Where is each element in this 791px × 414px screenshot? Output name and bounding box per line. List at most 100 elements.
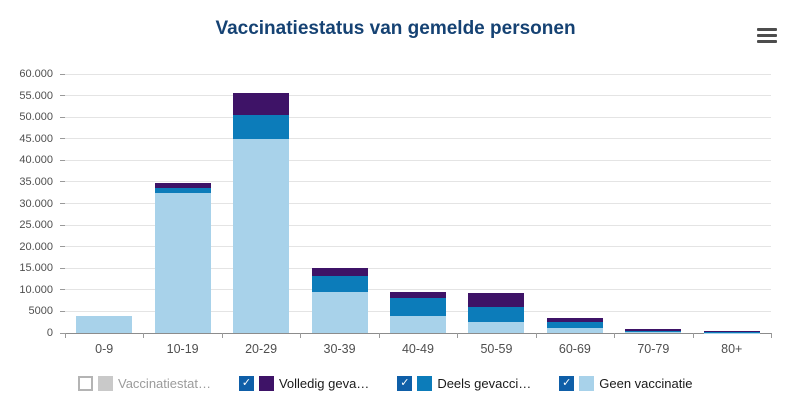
checked-checkbox-icon[interactable]: ✓ <box>238 376 254 391</box>
bar-segment-geen-vaccinatie[interactable] <box>154 192 211 333</box>
hamburger-menu-icon[interactable] <box>757 28 777 46</box>
bar-segment-deels-gevacci[interactable] <box>154 187 211 193</box>
x-axis-label: 20-29 <box>245 342 278 356</box>
y-tick <box>60 159 65 161</box>
bar-30-39 <box>311 268 368 333</box>
y-tick <box>60 267 65 269</box>
unchecked-checkbox-icon[interactable] <box>78 376 93 391</box>
x-tick <box>143 333 145 338</box>
y-tick <box>60 310 65 312</box>
bar-segment-geen-vaccinatie[interactable] <box>311 292 368 333</box>
y-tick <box>60 224 65 226</box>
bar-segment-deels-gevacci[interactable] <box>311 276 368 292</box>
legend-item-volledig-geva[interactable]: ✓ Volledig geva… <box>238 376 370 391</box>
menu-bar <box>757 40 777 43</box>
menu-bar <box>757 34 777 37</box>
bar-segment-volledig-geva[interactable] <box>625 328 682 332</box>
x-axis-label: 0-9 <box>95 342 114 356</box>
x-tick <box>692 333 694 338</box>
y-axis-label: 0 <box>46 327 53 339</box>
x-axis-label: 40-49 <box>401 342 434 356</box>
bar-segment-volledig-geva[interactable] <box>311 268 368 277</box>
bar-segment-geen-vaccinatie[interactable] <box>390 315 446 333</box>
y-axis-label: 35.000 <box>19 175 53 188</box>
bar-segment-volledig-geva[interactable] <box>390 291 446 299</box>
bar-segment-volledig-geva[interactable] <box>703 331 760 333</box>
gridline <box>65 246 771 248</box>
legend-label: Volledig geva… <box>278 376 370 391</box>
y-axis-label: 60.000 <box>19 68 53 80</box>
bar-10-19 <box>154 182 211 333</box>
legend-label: Deels gevacci… <box>437 376 532 391</box>
bar-segment-deels-gevacci[interactable] <box>468 307 525 323</box>
gridline <box>65 181 771 183</box>
gridline <box>65 224 771 226</box>
menu-bar <box>757 28 777 31</box>
y-axis-label: 15.000 <box>19 262 53 275</box>
gridline <box>65 267 771 269</box>
checked-checkbox-icon[interactable]: ✓ <box>559 376 575 391</box>
y-tick <box>60 138 65 140</box>
bar-segment-geen-vaccinatie[interactable] <box>546 327 603 333</box>
gridline <box>65 73 771 75</box>
y-tick <box>60 246 65 248</box>
y-axis-label: 10.000 <box>19 283 53 296</box>
x-tick <box>65 333 66 338</box>
y-tick <box>60 332 65 334</box>
y-axis-label: 40.000 <box>19 154 53 167</box>
y-axis-label: 25.000 <box>19 219 53 232</box>
bar-80+ <box>703 331 760 333</box>
y-tick <box>60 95 65 97</box>
legend-item-geen-vaccinatie[interactable]: ✓ Geen vaccinatie <box>559 376 692 391</box>
x-axis-label: 60-69 <box>558 342 591 356</box>
x-axis-label: 50-59 <box>480 342 513 356</box>
x-tick <box>457 333 459 338</box>
x-axis-line <box>65 332 771 334</box>
x-tick <box>378 333 380 338</box>
gridline <box>65 289 771 291</box>
legend-item-deels-gevacci[interactable]: ✓ Deels gevacci… <box>397 376 531 391</box>
x-tick <box>535 333 537 338</box>
bar-segment-deels-gevacci[interactable] <box>390 298 446 316</box>
x-axis-label: 80+ <box>721 342 743 356</box>
bar-segment-volledig-geva[interactable] <box>468 292 525 308</box>
bar-20-29 <box>233 93 290 333</box>
gridline <box>65 138 771 140</box>
legend: Vaccinatiestat… ✓ Volledig geva… ✓ Deels gev… <box>78 376 692 391</box>
bar-segment-geen-vaccinatie[interactable] <box>625 332 682 333</box>
y-axis-label: 5000 <box>28 305 53 318</box>
y-tick <box>60 203 65 204</box>
x-tick <box>614 333 616 338</box>
checked-checkbox-icon[interactable]: ✓ <box>397 376 413 391</box>
bar-segment-deels-gevacci[interactable] <box>233 115 290 139</box>
bar-segment-geen-vaccinatie[interactable] <box>468 322 525 333</box>
x-axis-label: 10-19 <box>166 342 199 356</box>
bar-segment-geen-vaccinatie[interactable] <box>233 138 290 333</box>
gridline <box>65 203 771 204</box>
x-tick <box>221 333 223 338</box>
y-tick <box>60 181 65 183</box>
legend-color-swatch <box>417 376 433 391</box>
legend-item-vaccinatiestat[interactable]: Vaccinatiestat… <box>78 376 211 391</box>
bar-segment-volledig-geva[interactable] <box>233 93 290 115</box>
bar-0-9 <box>76 315 133 333</box>
legend-label: Geen vaccinatie <box>599 376 693 391</box>
bar-40-49 <box>390 291 446 333</box>
bar-segment-geen-vaccinatie[interactable] <box>76 315 133 333</box>
x-tick <box>300 333 302 338</box>
bar-segment-deels-gevacci[interactable] <box>625 331 682 333</box>
gridline <box>65 95 771 97</box>
bar-70-79 <box>625 328 682 333</box>
chart-title: Vaccinatiestatus van gemelde personen <box>215 18 576 39</box>
y-tick <box>60 116 65 118</box>
bar-segment-deels-gevacci[interactable] <box>546 322 603 328</box>
gridline <box>65 116 771 118</box>
y-axis-label: 20.000 <box>19 240 53 253</box>
y-axis-label: 50.000 <box>19 111 53 124</box>
y-tick <box>60 73 65 75</box>
bar-segment-volledig-geva[interactable] <box>154 182 211 188</box>
y-tick <box>60 289 65 291</box>
bar-segment-volledig-geva[interactable] <box>546 318 603 323</box>
